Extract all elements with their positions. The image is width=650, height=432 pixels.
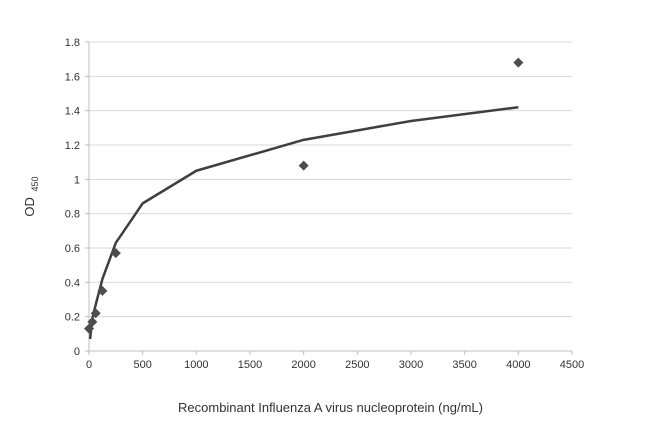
data-point — [513, 57, 524, 68]
x-tick-label: 3500 — [452, 359, 476, 371]
y-tick-label: 1.6 — [65, 71, 80, 83]
x-tick-label: 2500 — [345, 359, 369, 371]
y-tick-labels: 0 0.2 0.4 0.6 0.8 1 1.2 1.4 1.6 1.8 — [65, 37, 80, 358]
x-tick-label: 4500 — [560, 359, 584, 371]
data-point — [90, 308, 101, 319]
y-tick-label: 0.2 — [65, 312, 80, 324]
x-tick-label: 4000 — [506, 359, 530, 371]
x-tick-labels: 0 500 1000 1500 2000 2500 3000 3500 4000 4500 — [86, 359, 584, 371]
x-tick-label: 0 — [86, 359, 92, 371]
data-point — [97, 285, 108, 296]
y-tick-label: 1.2 — [65, 140, 80, 152]
y-axis-title: OD 450 — [22, 176, 40, 216]
x-tick-label: 1500 — [238, 359, 262, 371]
y-axis-title-main: OD — [22, 197, 37, 217]
x-tick-label: 500 — [133, 359, 151, 371]
y-tick-label: 0.8 — [65, 209, 80, 221]
x-axis-title: Recombinant Influenza A virus nucleoprot… — [178, 400, 483, 415]
y-tick-label: 1.8 — [65, 37, 80, 49]
data-point — [110, 248, 121, 259]
x-tick-label: 3000 — [399, 359, 423, 371]
trendline — [88, 105, 519, 340]
y-tick-label: 1.4 — [65, 106, 80, 118]
x-tick-label: 2000 — [291, 359, 315, 371]
y-axis-title-subscript: 450 — [30, 176, 40, 191]
y-tick-label: 0.4 — [65, 277, 80, 289]
data-points — [84, 57, 524, 334]
data-point — [298, 160, 309, 171]
y-tick-label: 0 — [74, 346, 80, 358]
x-tick-label: 1000 — [184, 359, 208, 371]
y-tick-label: 0.6 — [65, 243, 80, 255]
data-point — [87, 316, 98, 327]
gridlines — [89, 41, 572, 318]
data-point — [84, 323, 94, 334]
y-tick-label: 1 — [74, 174, 80, 186]
axes — [85, 41, 573, 355]
